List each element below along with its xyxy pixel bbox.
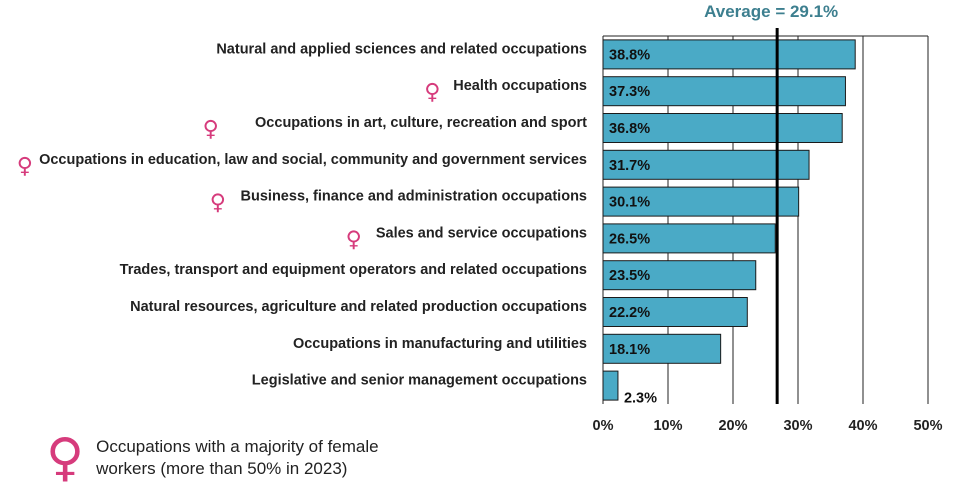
data-label: 30.1% [609,195,650,211]
legend: ♀ Occupations with a majority of female … [46,432,396,484]
category-label: Legislative and senior management occupa… [252,373,587,389]
bar [602,223,776,254]
x-tick-label: 30% [783,418,812,434]
data-label: 18.1% [609,342,650,358]
data-label: 26.5% [609,231,650,247]
female-symbol-icon: ♀ [46,428,85,488]
bars [602,39,856,401]
bar [602,186,800,217]
x-tick-label: 50% [913,418,942,434]
data-label: 37.3% [609,84,650,100]
data-label: 2.3% [624,391,657,407]
data-label: 36.8% [609,121,650,137]
bar [602,39,856,70]
legend-text: Occupations with a majority of female wo… [96,437,379,478]
average-label: Average = 29.1% [704,2,838,21]
female-symbol-icon: ♀ [346,227,362,252]
x-tick-label: 0% [593,418,614,434]
bar [602,113,843,143]
bar [602,297,748,327]
bar [602,149,810,180]
bar [602,76,846,107]
category-label: Sales and service occupations [376,225,587,241]
category-label: Business, finance and administration occ… [241,189,587,205]
category-label: Trades, transport and equipment operator… [120,262,587,278]
average-marker: Average = 29.1% [704,2,838,404]
data-label: 38.8% [609,47,650,63]
x-tick-label: 10% [653,418,682,434]
female-symbol-icon: ♀ [424,80,440,105]
data-label: 22.2% [609,305,650,321]
female-symbol-icon: ♀ [210,191,226,216]
category-label: Occupations in education, law and social… [39,152,587,168]
category-label: Natural resources, agriculture and relat… [130,299,587,315]
x-tick-label: 20% [718,418,747,434]
bar [602,260,757,291]
x-tick-label: 40% [848,418,877,434]
bar [602,370,619,401]
female-symbol-icon: ♀ [17,154,33,179]
category-label: Occupations in manufacturing and utiliti… [293,336,587,352]
category-label: Occupations in art, culture, recreation … [255,115,587,131]
x-axis-ticks: 0% 10% 20% 30% 40% 50% [593,418,943,434]
data-label: 31.7% [609,158,650,174]
category-label: Health occupations [453,78,587,94]
bar [602,333,722,364]
female-symbol-icon: ♀ [203,117,219,142]
data-label: 23.5% [609,268,650,284]
category-labels: 38.8% Natural and applied sciences and re… [17,41,657,406]
category-label: Natural and applied sciences and related… [216,41,587,57]
